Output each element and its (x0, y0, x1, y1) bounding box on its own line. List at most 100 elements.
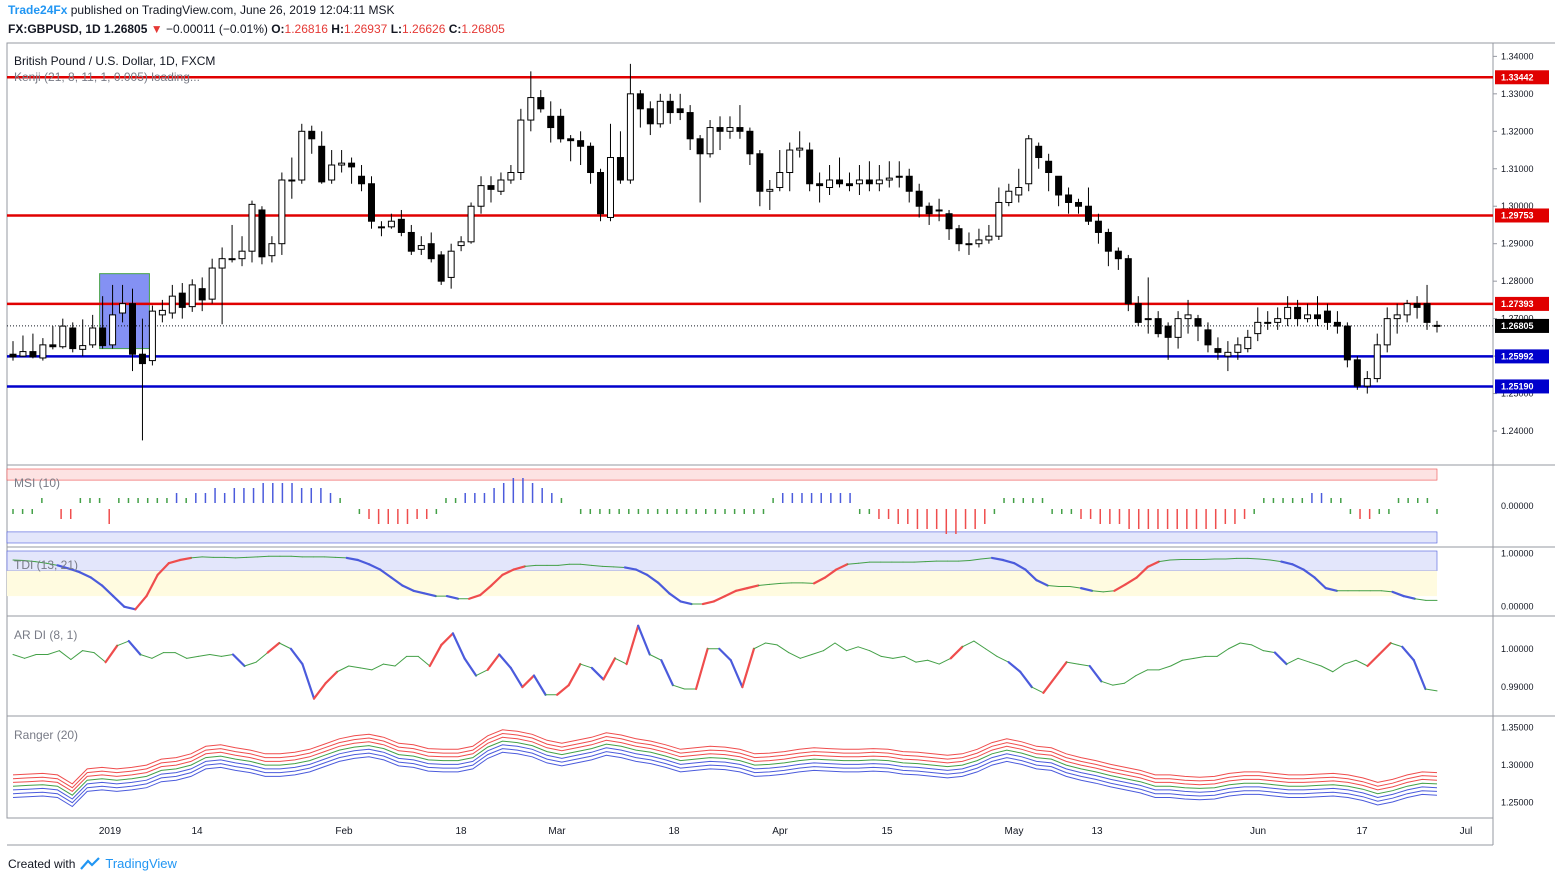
ardi-line-segment (625, 624, 640, 666)
tdi-line-segment (824, 568, 838, 579)
candle-body (875, 179, 883, 185)
publish-info: Trade24Fx published on TradingView.com, … (8, 3, 395, 17)
candle-body (1403, 303, 1411, 316)
candle (1264, 311, 1272, 330)
tdi-line-segment (156, 562, 170, 576)
ardi-line-segment (915, 659, 929, 663)
tdi-line-segment (1414, 598, 1427, 601)
tdi-line-segment (1391, 590, 1405, 598)
msi-lower-band (6, 531, 1438, 544)
candle (208, 258, 216, 304)
candle-body (318, 145, 326, 183)
candle (836, 157, 844, 188)
candle-body (567, 138, 575, 142)
candle (865, 161, 873, 192)
candle (776, 150, 784, 192)
candle-body (726, 127, 734, 132)
candle (507, 165, 515, 184)
change-text: −0.00011 (−0.01%) (166, 22, 268, 36)
price-tick-label: 1.24000 (1501, 426, 1534, 436)
candle (1413, 296, 1421, 319)
candle (467, 202, 475, 244)
candle (1274, 307, 1282, 330)
candle (1174, 311, 1182, 349)
ardi-line-segment (220, 654, 234, 657)
tdi-line-segment (1035, 579, 1049, 587)
candle-body (895, 175, 903, 178)
candle (1363, 371, 1371, 394)
candle-body (985, 235, 993, 241)
tdi-line-segment (78, 571, 92, 579)
ardi-line-segment (255, 652, 269, 663)
candle-body (168, 295, 176, 314)
candle (89, 314, 97, 348)
ardi-line-segment (1135, 669, 1149, 677)
ardi-line-segment (209, 654, 222, 657)
candle-body (845, 183, 853, 187)
ardi-line-segment (1158, 665, 1172, 671)
ardi-line-segment (336, 665, 350, 673)
candle (736, 105, 744, 139)
ardi-line-segment (880, 655, 894, 659)
tdi-line-segment (602, 565, 615, 568)
symbol-name[interactable]: FX:GBPUSD, 1D (8, 22, 101, 36)
candle (288, 157, 296, 199)
candle (686, 105, 694, 151)
tdi-tick-label: 1.00000 (1501, 549, 1534, 559)
price-tick-label: 1.28000 (1501, 276, 1534, 286)
candle-body (497, 179, 505, 192)
ardi-line-segment (1123, 675, 1137, 684)
candle (895, 161, 903, 188)
candle-body (527, 97, 535, 121)
candle (1403, 299, 1411, 323)
candle-body (49, 344, 57, 348)
candle-body (696, 138, 704, 155)
candle-body (537, 97, 545, 110)
candle (547, 101, 555, 143)
candle-body (1363, 378, 1371, 387)
last-price-text: 1.26805 (104, 22, 148, 36)
author-link[interactable]: Trade24Fx (8, 3, 68, 17)
candle (557, 108, 565, 143)
x-tick-label: 13 (1091, 826, 1103, 837)
candle-body (616, 157, 624, 181)
candle (109, 284, 117, 349)
candle-body (547, 115, 555, 129)
candle-body (1065, 194, 1073, 203)
tdi-line-segment (1079, 587, 1094, 592)
ardi-line-segment (1228, 642, 1241, 650)
ardi-line-segment (788, 652, 801, 659)
ardi-line-segment (1112, 682, 1125, 686)
ardi-line-segment (996, 655, 1010, 663)
created-with-text: Created with (8, 856, 76, 871)
tradingview-brand[interactable]: TradingView (105, 856, 177, 871)
ardi-line-segment (614, 657, 628, 665)
candle-body (1284, 306, 1292, 320)
tdi-line-segment (524, 564, 537, 567)
x-tick-label: 17 (1356, 826, 1368, 837)
candle (1204, 322, 1212, 353)
tdi-line-segment (23, 560, 36, 563)
resistance-badge-label: 1.29753 (1501, 210, 1534, 220)
ardi-line-segment (590, 666, 605, 681)
ardi-line-segment (1170, 659, 1183, 667)
candle-body (766, 188, 774, 192)
tdi-line-segment (1091, 590, 1104, 593)
ardi-line-segment (694, 647, 709, 691)
ardi-line-segment (312, 682, 327, 700)
candle (746, 127, 754, 166)
ranger-series-line (12, 748, 1438, 804)
ardi-tick-label: 0.99000 (1501, 682, 1534, 692)
ranger-series-line (12, 732, 1438, 789)
candle (1055, 175, 1063, 207)
footer: Created with TradingView (8, 856, 177, 871)
tdi-line-segment (246, 556, 259, 558)
ardi-line-segment (869, 650, 882, 657)
candle-body (1333, 321, 1341, 327)
ardi-line-segment (532, 674, 547, 696)
candle (855, 165, 863, 195)
ardi-line-segment (12, 654, 26, 659)
ardi-line-segment (139, 654, 153, 659)
candle-body (626, 93, 634, 181)
